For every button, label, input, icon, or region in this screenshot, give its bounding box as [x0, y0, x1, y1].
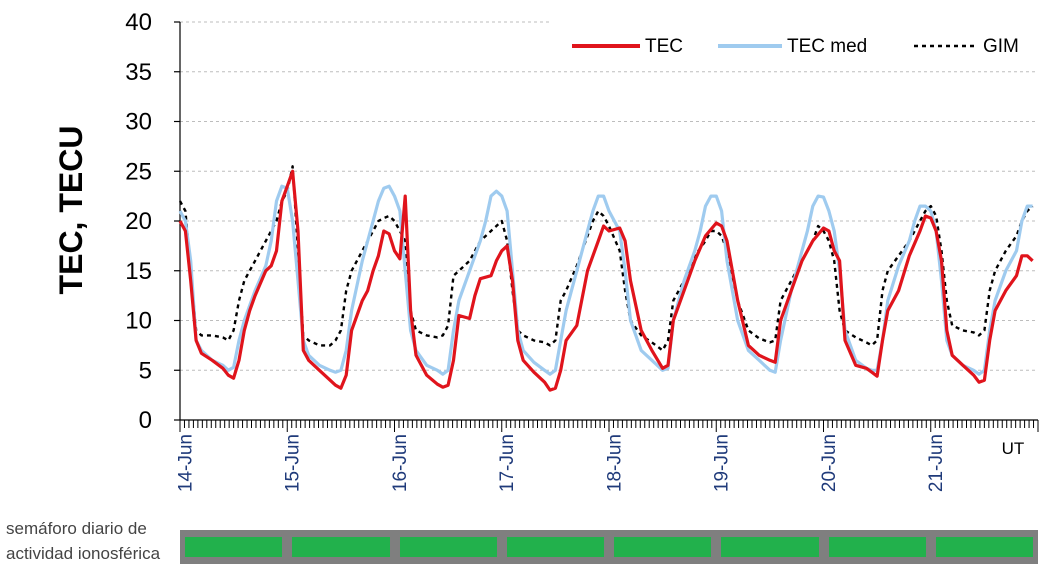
- semaforo-day-cell: [935, 537, 1033, 557]
- x-tick-label: 18-Jun: [604, 434, 625, 492]
- x-tick-label: 19-Jun: [712, 434, 733, 492]
- legend-label: GIM: [983, 36, 1019, 57]
- semaforo-bar: [180, 530, 1038, 564]
- x-axis-label: UT: [1002, 439, 1025, 458]
- x-tick-label: 15-Jun: [283, 434, 304, 492]
- axes: [174, 21, 1039, 432]
- y-tick-label: 20: [125, 208, 152, 235]
- data-series: [178, 165, 1034, 392]
- semaforo-day-cell: [828, 537, 926, 557]
- x-tick-label: 16-Jun: [390, 434, 411, 492]
- semaforo-label-line2: actividad ionosférica: [6, 544, 161, 563]
- series-line-tec: [178, 169, 1034, 392]
- y-tick-label: 25: [125, 158, 152, 185]
- semaforo-day-cell: [185, 537, 283, 557]
- series-line-tec-med: [178, 184, 1033, 376]
- semaforo-day-cell: [506, 537, 604, 557]
- series-line-gim: [178, 165, 1034, 352]
- x-tick-label: 14-Jun: [175, 434, 196, 492]
- x-tick-labels: 14-Jun 15-Jun 16-Jun 17-Jun 18-Jun 19-Jun 20-J…: [175, 434, 947, 492]
- y-tick-label: 5: [139, 357, 152, 384]
- y-tick-labels: 0 5 10 15 20 25 30 35 40: [125, 9, 152, 434]
- x-tick-label: 21-Jun: [926, 434, 947, 492]
- y-tick-label: 15: [125, 258, 152, 285]
- y-tick-label: 0: [139, 407, 152, 434]
- semaforo-day-cell: [614, 537, 712, 557]
- x-tick-label: 20-Jun: [819, 434, 840, 492]
- semaforo-day-cell: [721, 537, 819, 557]
- y-tick-label: 35: [125, 59, 152, 86]
- semaforo-day-cell: [399, 537, 497, 557]
- tec-line-chart: 0 5 10 15 20 25 30 35 40 14-Jun 15-Jun 16-Jun 17-Ju…: [53, 9, 1039, 492]
- y-tick-label: 30: [125, 109, 152, 136]
- semaforo-label-line1: semáforo diario de: [6, 519, 147, 538]
- x-tick-label: 17-Jun: [497, 434, 518, 492]
- legend: TEC TEC med GIM: [572, 36, 1019, 57]
- y-tick-label: 10: [125, 308, 152, 335]
- y-tick-label: 40: [125, 9, 152, 36]
- grid-lines: [180, 21, 1038, 371]
- legend-label: TEC: [645, 36, 683, 57]
- y-axis-label: TEC, TECU: [53, 126, 89, 295]
- legend-label: TEC med: [787, 36, 867, 57]
- semaforo-day-cell: [292, 537, 390, 557]
